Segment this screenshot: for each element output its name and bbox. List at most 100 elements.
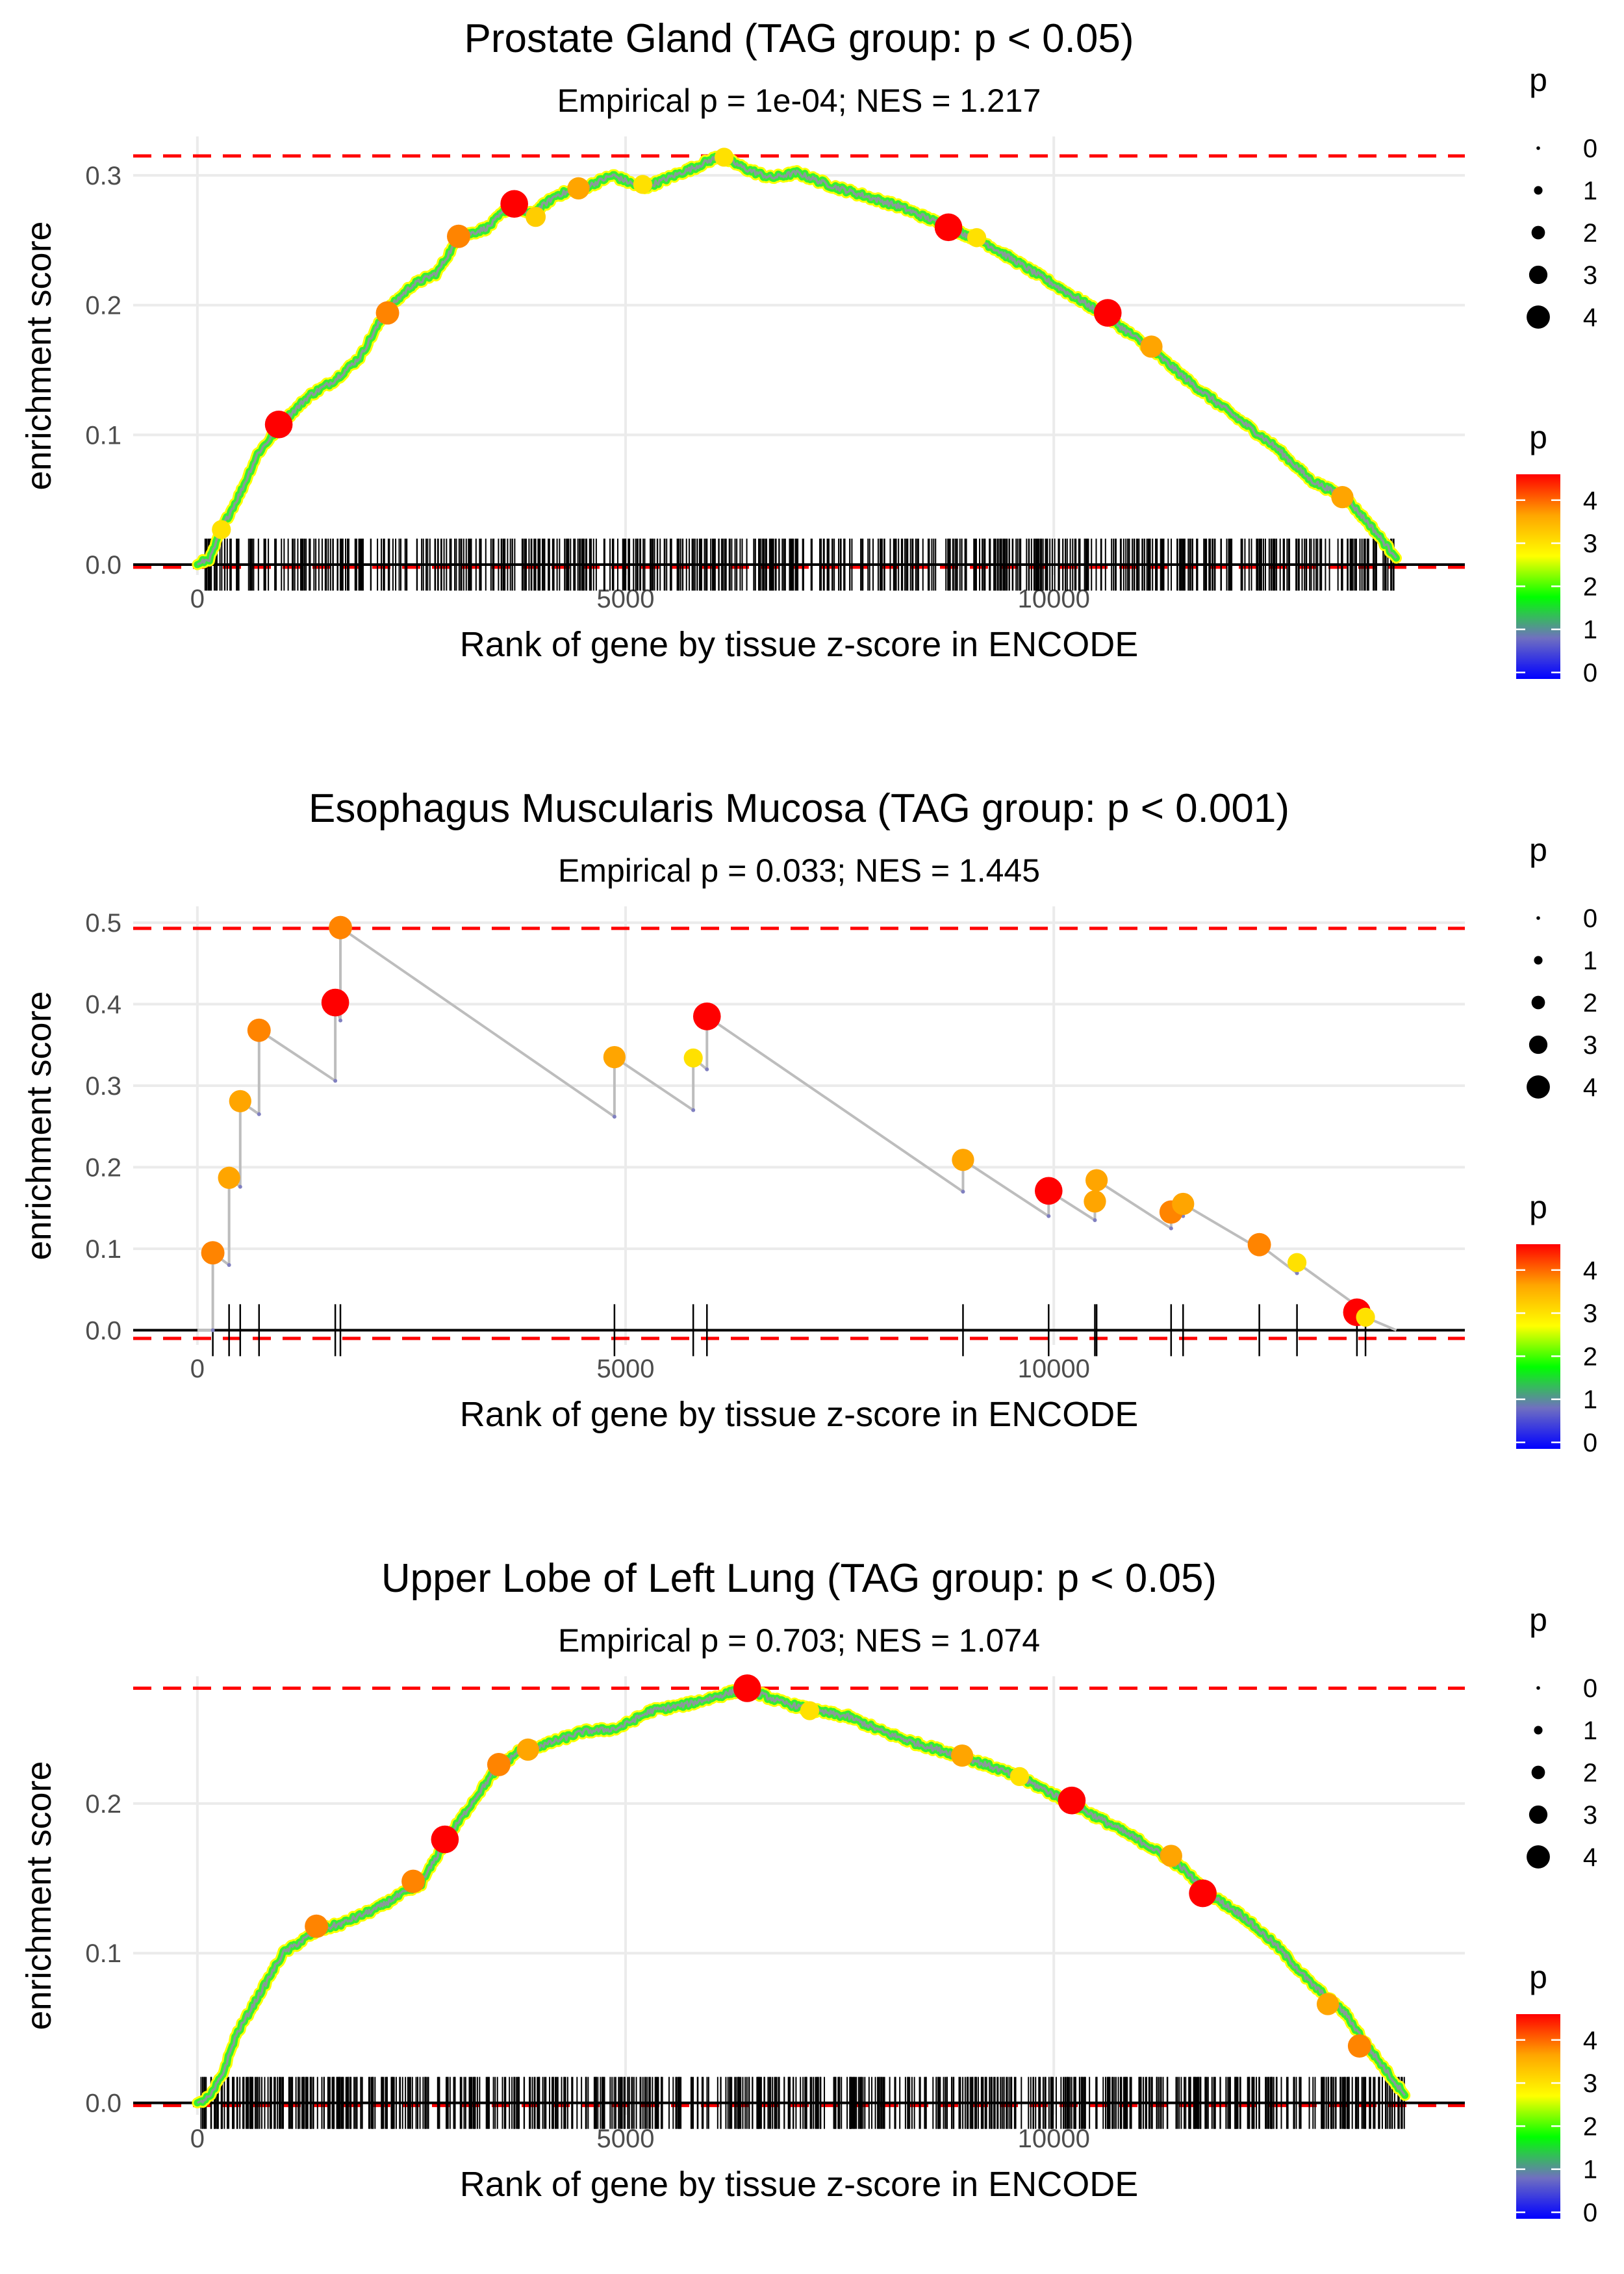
es-point xyxy=(567,177,590,200)
size-legend-label: 1 xyxy=(1583,947,1597,975)
es-valley-point xyxy=(691,1108,696,1112)
es-point xyxy=(1288,1253,1307,1272)
es-point xyxy=(321,988,349,1017)
colorbar-label: 2 xyxy=(1583,2112,1597,2141)
es-valley-point xyxy=(961,1190,965,1194)
x-tick-label: 5000 xyxy=(597,1355,655,1383)
colorbar xyxy=(1516,1244,1560,1449)
es-curve-glow xyxy=(194,152,1400,568)
chart-title: Upper Lobe of Left Lung (TAG group: p < … xyxy=(381,1556,1217,1601)
es-point xyxy=(329,915,352,939)
size-legend-dot xyxy=(1527,305,1550,329)
x-tick-label: 0 xyxy=(190,2125,205,2153)
size-legend-dot xyxy=(1536,146,1540,150)
size-legend-label: 0 xyxy=(1583,1674,1597,1703)
size-legend-title: p xyxy=(1529,1602,1547,1638)
y-tick-label: 0.0 xyxy=(85,551,121,580)
es-valley-point xyxy=(1169,1226,1173,1231)
es-valley-point xyxy=(338,1018,343,1023)
es-point xyxy=(375,301,400,325)
y-tick-label: 0.1 xyxy=(85,1235,121,1264)
es-point xyxy=(1085,1169,1108,1192)
es-point xyxy=(487,1752,511,1776)
size-legend-label: 4 xyxy=(1583,303,1597,332)
es-valley-point xyxy=(238,1184,242,1189)
es-curve-halo xyxy=(192,1681,1411,2109)
size-legend-label: 2 xyxy=(1583,1759,1597,1787)
es-point xyxy=(967,228,987,248)
y-axis-label: enrichment score xyxy=(19,221,58,490)
es-valley-point xyxy=(257,1112,261,1116)
y-tick-label: 0.3 xyxy=(85,1072,121,1101)
size-legend-dot xyxy=(1534,186,1543,195)
colorbar-label: 0 xyxy=(1583,2199,1597,2227)
es-point xyxy=(431,1825,459,1854)
es-point xyxy=(447,224,470,248)
y-tick-label: 0.3 xyxy=(85,162,121,190)
color-legend: p 4 3 2 1 0 xyxy=(1516,419,1597,687)
y-axis-label: enrichment score xyxy=(19,991,58,1260)
colorbar-label: 2 xyxy=(1583,572,1597,601)
size-legend-dot xyxy=(1534,1726,1543,1735)
x-tick-label: 5000 xyxy=(597,2125,655,2153)
es-point xyxy=(264,411,293,439)
colorbar-label: 1 xyxy=(1583,2156,1597,2184)
color-legend: p 4 3 2 1 0 xyxy=(1516,1189,1597,1457)
chart-panel: Upper Lobe of Left Lung (TAG group: p < … xyxy=(19,1556,1597,2227)
es-point xyxy=(1009,1767,1030,1786)
highlight-points xyxy=(305,1674,1371,2058)
es-point xyxy=(800,1701,820,1720)
size-legend-label: 0 xyxy=(1583,904,1597,933)
es-point xyxy=(1058,1786,1086,1815)
colorbar xyxy=(1516,474,1560,679)
x-axis-label: Rank of gene by tissue z-score in ENCODE xyxy=(460,1395,1138,1434)
es-point xyxy=(683,1048,703,1067)
es-point xyxy=(633,175,653,194)
size-legend-dot xyxy=(1529,1805,1548,1824)
colorbar-label: 3 xyxy=(1583,1299,1597,1328)
size-legend-label: 0 xyxy=(1583,134,1597,163)
color-legend-title: p xyxy=(1529,1959,1547,1995)
y-tick-label: 0.2 xyxy=(85,1153,121,1182)
es-point xyxy=(934,213,963,242)
size-legend-title: p xyxy=(1529,832,1547,868)
colorbar-label: 1 xyxy=(1583,616,1597,645)
es-point xyxy=(692,1003,721,1030)
color-legend-title: p xyxy=(1529,419,1547,455)
es-curve-halo xyxy=(192,150,1402,570)
colorbar-label: 4 xyxy=(1583,2026,1597,2055)
size-legend-dot xyxy=(1531,995,1545,1010)
es-point xyxy=(1140,335,1163,358)
y-tick-label: 0.0 xyxy=(85,2089,121,2118)
chart-subtitle: Empirical p = 0.033; NES = 1.445 xyxy=(558,852,1040,889)
chart-title: Prostate Gland (TAG group: p < 0.05) xyxy=(464,16,1134,61)
size-legend-label: 2 xyxy=(1583,989,1597,1017)
x-axis-label: Rank of gene by tissue z-score in ENCODE xyxy=(460,625,1138,664)
es-valley-point xyxy=(210,1328,215,1333)
es-curve xyxy=(197,155,1397,566)
size-legend-dot xyxy=(1534,956,1543,965)
color-legend: p 4 3 2 1 0 xyxy=(1516,1959,1597,2227)
colorbar-label: 4 xyxy=(1583,1257,1597,1285)
x-tick-label: 10000 xyxy=(1018,1355,1090,1383)
es-point xyxy=(1316,1993,1339,2015)
size-legend-dot xyxy=(1529,1035,1548,1054)
size-legend-dot xyxy=(1536,916,1540,920)
chart-title: Esophagus Muscularis Mucosa (TAG group: … xyxy=(309,786,1289,831)
es-valley-point xyxy=(227,1263,231,1268)
highlight-points xyxy=(212,147,1354,539)
gridlines xyxy=(133,136,1465,575)
es-point xyxy=(212,520,231,539)
x-tick-label: 10000 xyxy=(1018,2125,1090,2153)
y-tick-label: 0.2 xyxy=(85,292,121,320)
y-tick-label: 0.4 xyxy=(85,991,121,1019)
es-curve-glow xyxy=(194,1683,1409,2107)
colorbar-label: 3 xyxy=(1583,2069,1597,2098)
es-point xyxy=(526,207,546,227)
es-point xyxy=(516,1738,539,1761)
size-legend-title: p xyxy=(1529,62,1547,98)
es-point xyxy=(733,1674,761,1702)
size-legend-label: 4 xyxy=(1583,1073,1597,1102)
es-point xyxy=(1172,1192,1195,1216)
y-tick-label: 0.0 xyxy=(85,1316,121,1345)
